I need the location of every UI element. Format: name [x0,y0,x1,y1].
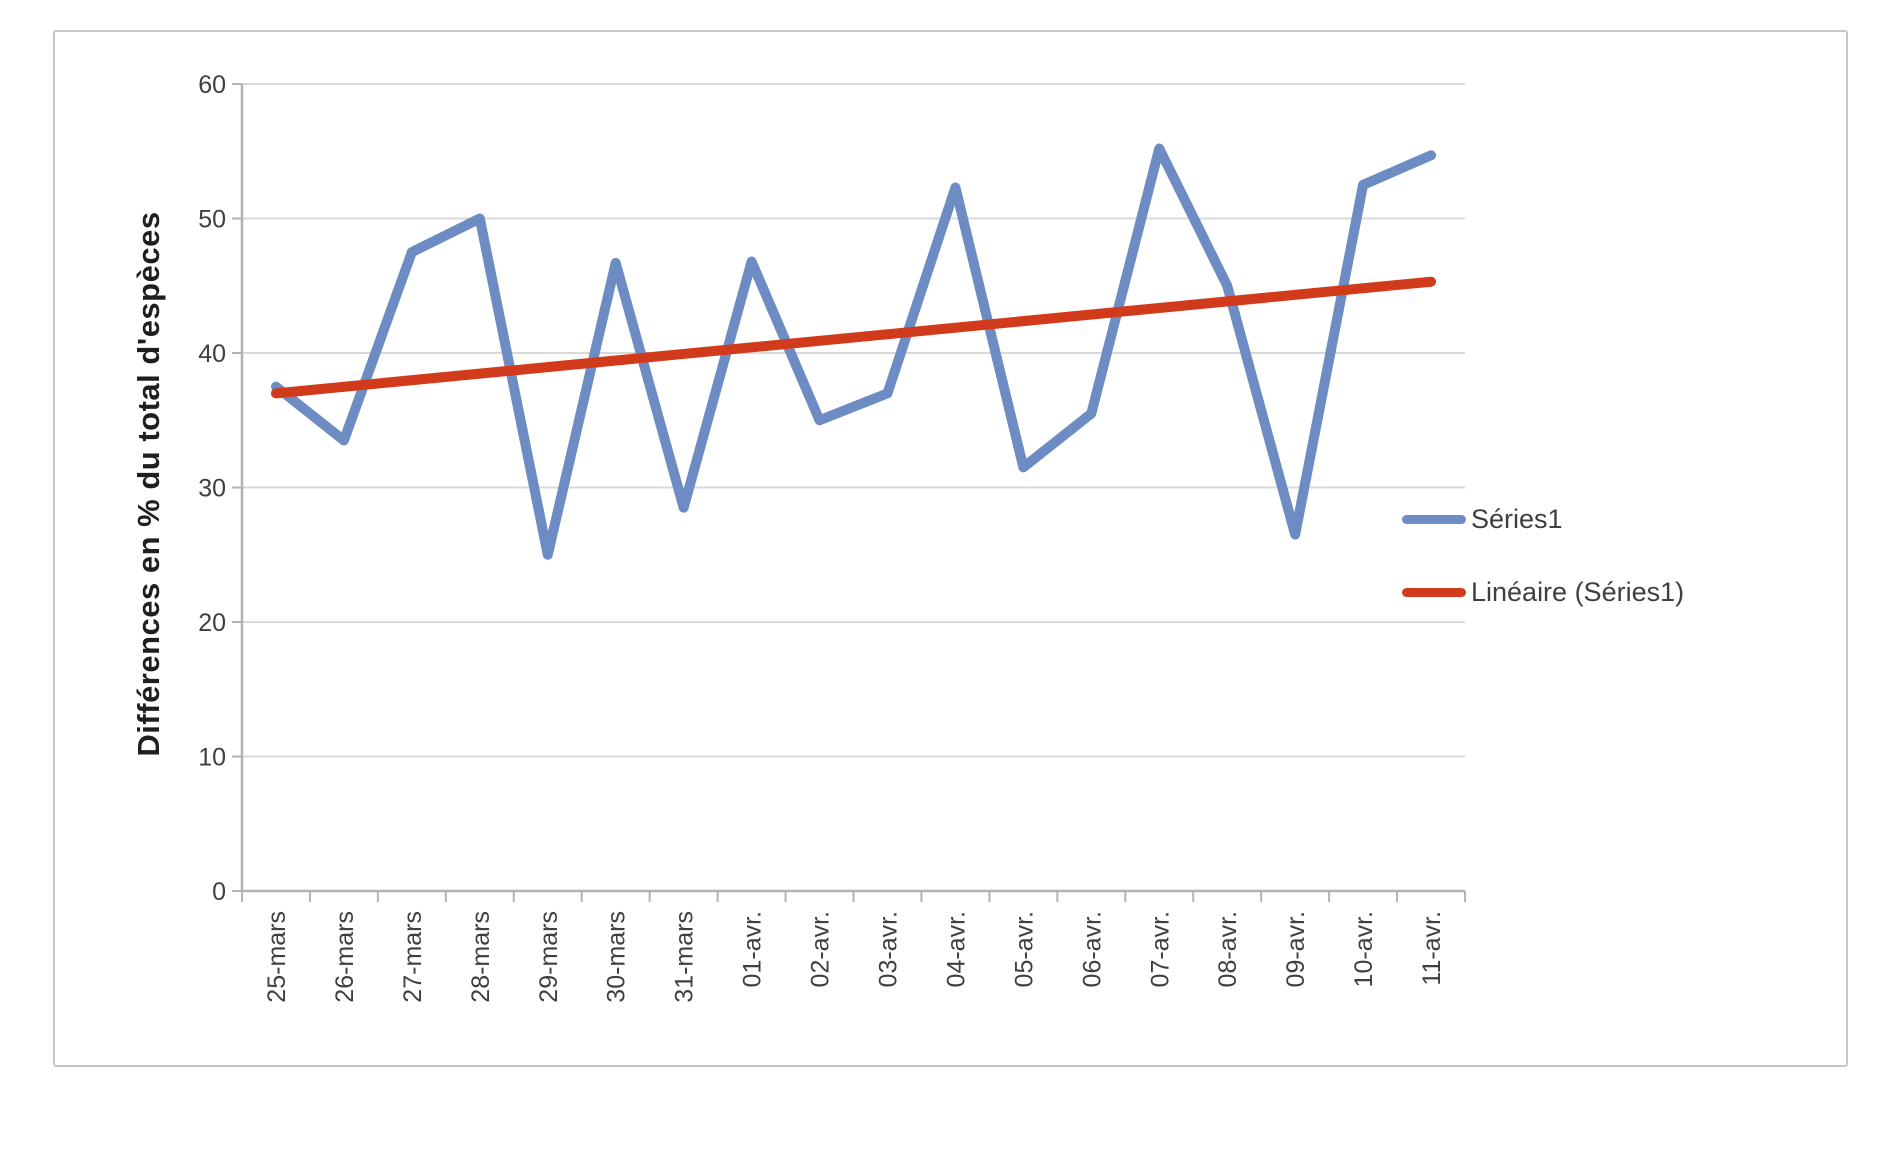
x-category-label: 29-mars [535,911,563,1003]
series1-line [270,143,1437,560]
legend-entry-series1: Séries1 [1402,504,1563,535]
y-tick-label: 10 [198,744,226,772]
x-category-label: 11-avr. [1418,911,1446,986]
x-category-label: 03-avr. [874,911,902,987]
x-category-label: 31-mars [671,911,699,1003]
x-category-label: 10-avr. [1350,911,1378,987]
x-category-label: 26-mars [331,911,359,1003]
x-category-label: 28-mars [467,911,495,1003]
x-category-label: 27-mars [399,911,427,1003]
x-category-label: 09-avr. [1282,911,1310,987]
chart-frame: 0 10 20 30 40 50 60 25-mars 26-mars 27-mars 28-mar… [53,30,1848,1067]
y-tick-label: 20 [198,609,226,637]
x-category-label: 02-avr. [807,911,835,987]
x-category-label: 25-mars [263,911,291,1003]
y-axis-title: Différences en % du total d'espèces [131,211,166,757]
legend-entry-trendline: Linéaire (Séries1) [1402,577,1684,608]
x-category-label: 06-avr. [1078,911,1106,987]
legend-label-series1: Séries1 [1471,504,1563,534]
y-tick-label: 50 [198,206,226,234]
x-category-label: 30-mars [603,911,631,1003]
x-category-label: 07-avr. [1146,911,1174,987]
y-tick-label: 0 [212,878,226,906]
x-category-label: 04-avr. [942,911,970,987]
y-tick-label: 40 [198,340,226,368]
line-chart: 0 10 20 30 40 50 60 25-mars 26-mars 27-mars 28-mar… [198,71,1466,1003]
x-category-label: 05-avr. [1010,911,1038,987]
y-tick-label: 60 [198,71,226,99]
x-category-label: 01-avr. [739,911,767,987]
series1-legend-marker-line [1402,515,1466,524]
trendline [270,276,1437,399]
x-category-label: 08-avr. [1214,911,1242,987]
y-tick-label: 30 [198,475,226,503]
trendline-legend-marker-line [1402,588,1466,597]
legend-label-trendline: Linéaire (Séries1) [1471,577,1685,607]
